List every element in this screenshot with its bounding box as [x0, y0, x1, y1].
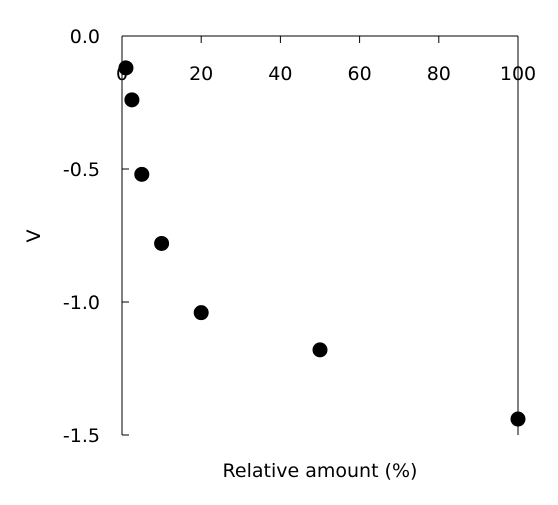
x-tick-label: 20: [189, 63, 213, 85]
data-points: [118, 60, 526, 427]
data-point: [134, 166, 150, 182]
y-tick-label: 0.0: [70, 26, 100, 48]
data-point: [118, 60, 134, 76]
data-point: [312, 342, 328, 358]
y-tick-label: -1.0: [63, 292, 100, 314]
y-axis-title: V: [23, 230, 45, 243]
y-tick-label: -1.5: [63, 425, 100, 447]
data-point: [154, 235, 170, 251]
data-point: [510, 411, 526, 427]
data-point: [124, 92, 140, 108]
y-tick-label: -0.5: [63, 159, 100, 181]
x-tick-label: 40: [268, 63, 292, 85]
x-tick-label: 80: [427, 63, 451, 85]
y-ticks: 0.0 -0.5 -1.0 -1.5: [63, 26, 129, 447]
x-ticks: 020406080100: [116, 36, 536, 85]
x-axis-title: Relative amount (%): [223, 460, 418, 482]
x-tick-label: 60: [348, 63, 372, 85]
x-tick-label: 100: [500, 63, 536, 85]
plot-frame: [121, 35, 519, 435]
data-point: [193, 305, 209, 321]
